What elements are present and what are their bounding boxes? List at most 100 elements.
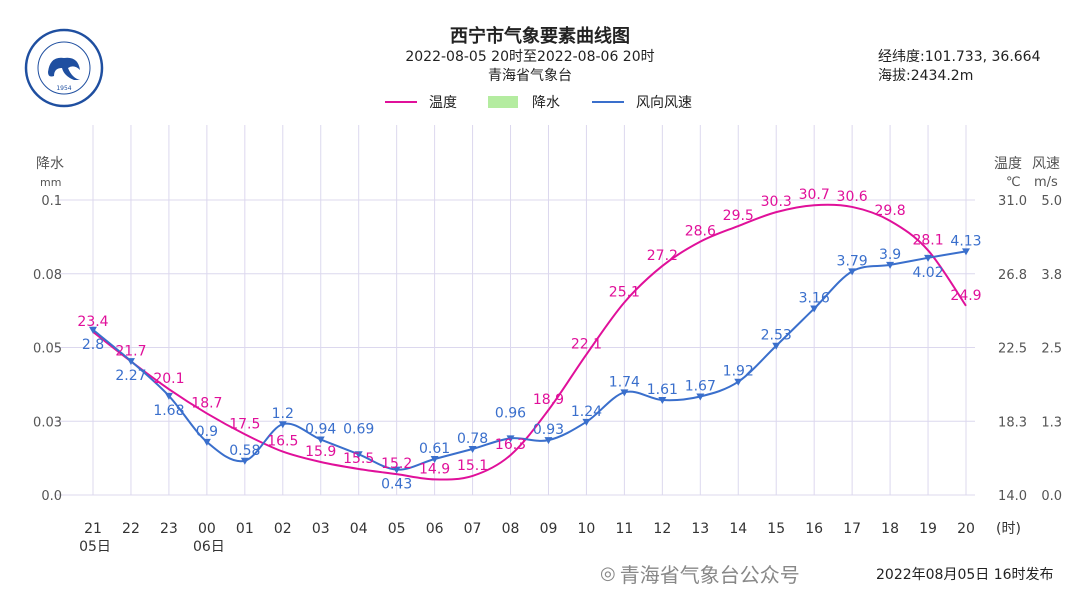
temp-data-label: 15.9 (305, 444, 336, 460)
temp-data-label: 16.3 (495, 437, 526, 453)
wind-data-label: 1.61 (647, 382, 678, 398)
temp-data-label: 20.1 (153, 371, 184, 387)
temp-data-label: 22.1 (571, 336, 602, 352)
wind-marker (924, 254, 933, 262)
wind-data-label: 0.96 (495, 405, 526, 421)
temp-line (92, 203, 967, 481)
x-tick-label: 00 (198, 521, 216, 537)
wind-marker (582, 418, 591, 426)
wind-data-label: 1.2 (272, 406, 294, 422)
temp-data-label: 17.5 (229, 416, 260, 432)
wind-marker (278, 421, 287, 429)
temp-data-label: 28.6 (685, 224, 716, 240)
wind-marker (962, 248, 970, 256)
period-text: 2022-08-05 20时至2022-08-06 20时 (405, 49, 655, 65)
legend-label: 风向风速 (636, 95, 692, 111)
wechat-icon: ◎ (600, 563, 616, 584)
left-tick-label: 0.08 (33, 268, 62, 283)
x-tick-label: 10 (578, 521, 596, 537)
wind-data-label: 1.24 (571, 404, 602, 420)
wind-marker (240, 457, 249, 465)
x-date-label: 05日 (79, 539, 111, 555)
wind-data-label: 1.74 (609, 374, 640, 390)
x-tick-label: 09 (540, 521, 558, 537)
temp-tick-label: 26.8 (998, 268, 1027, 283)
wind-data-label: 0.43 (381, 477, 412, 493)
watermark: ◎ 青海省气象台公众号 (600, 559, 800, 588)
x-tick-label: 05 (388, 521, 406, 537)
left-tick-label: 0.0 (41, 489, 62, 504)
wind-line (92, 250, 967, 471)
x-tick-label: 02 (274, 521, 292, 537)
wind-marker (696, 393, 705, 401)
temp-data-label: 18.7 (191, 395, 222, 411)
x-tick-label: 22 (122, 521, 140, 537)
wind-data-label: 4.13 (950, 233, 981, 249)
x-tick-label: 19 (919, 521, 937, 537)
wind-axis-unit: m/s (1034, 175, 1058, 190)
x-tick-label: 18 (881, 521, 899, 537)
temp-data-label: 15.2 (381, 456, 412, 472)
temp-axis-unit: ℃ (1006, 175, 1021, 190)
wind-marker (772, 342, 781, 350)
wind-marker (354, 451, 363, 459)
wind-data-label: 0.78 (457, 431, 488, 447)
wind-data-label: 1.92 (723, 364, 754, 380)
altitude-text: 海拔:2434.2m (878, 68, 974, 84)
temp-tick-label: 18.3 (998, 415, 1027, 430)
svg-text:1954: 1954 (56, 85, 71, 92)
x-tick-label: 03 (312, 521, 330, 537)
x-tick-label: 17 (843, 521, 861, 537)
wind-axis-label: 风速 (1032, 156, 1060, 172)
wind-data-label: 0.69 (343, 421, 374, 437)
temp-axis-label: 温度 (994, 156, 1022, 172)
temp-data-label: 21.7 (115, 343, 146, 359)
temp-data-label: 29.5 (723, 208, 754, 224)
wind-marker (658, 397, 667, 405)
wind-marker (430, 456, 439, 464)
temp-data-label: 23.4 (77, 314, 108, 330)
wind-marker (392, 466, 401, 474)
x-tick-label: 11 (615, 521, 633, 537)
wind-marker (506, 435, 515, 443)
x-tick-label: 14 (729, 521, 747, 537)
temp-data-label: 18.9 (533, 392, 564, 408)
wind-tick-label: 2.5 (1041, 342, 1062, 357)
x-tick-label: 07 (464, 521, 482, 537)
wind-data-label: 3.79 (837, 253, 868, 269)
wind-data-label: 2.27 (115, 368, 146, 384)
temp-data-label: 29.8 (875, 203, 906, 219)
temp-data-label: 30.6 (837, 189, 868, 205)
temp-data-label: 27.2 (647, 248, 678, 264)
x-tick-label: 08 (502, 521, 520, 537)
wind-marker (848, 268, 857, 276)
x-tick-label: 01 (236, 521, 254, 537)
temp-data-label: 15.5 (343, 451, 374, 467)
x-tick-label: 04 (350, 521, 368, 537)
legend-swatch (488, 96, 518, 108)
x-tick-label: 20 (957, 521, 975, 537)
x-tick-label: 13 (691, 521, 709, 537)
x-unit-label: (时) (996, 521, 1021, 537)
wind-tick-label: 1.3 (1041, 415, 1062, 430)
legend-label: 温度 (429, 95, 457, 111)
wind-tick-label: 5.0 (1041, 194, 1062, 209)
x-tick-label: 23 (160, 521, 178, 537)
chart-title: 西宁市气象要素曲线图 (450, 26, 630, 47)
wind-marker (126, 358, 135, 366)
wind-marker (316, 436, 325, 444)
temp-data-label: 24.9 (950, 288, 981, 304)
wind-data-label: 0.93 (533, 422, 564, 438)
wind-data-label: 3.16 (799, 291, 830, 307)
x-tick-label: 12 (653, 521, 671, 537)
left-axis-unit: mm (40, 176, 61, 189)
left-tick-label: 0.05 (33, 342, 62, 357)
coords-text: 经纬度:101.733, 36.664 (878, 49, 1041, 65)
temp-data-label: 28.1 (912, 232, 943, 248)
wind-marker (164, 392, 173, 400)
temp-data-label: 16.5 (267, 434, 298, 450)
wind-marker (810, 305, 819, 313)
wind-marker (734, 378, 743, 386)
wind-data-label: 0.61 (419, 441, 450, 457)
wind-marker (544, 437, 553, 445)
